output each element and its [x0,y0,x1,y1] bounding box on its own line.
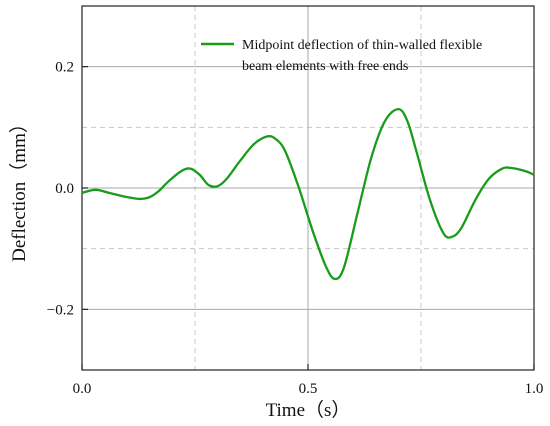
x-tick-label: 0.5 [299,381,318,397]
y-axis-title: Deflection（mm） [8,114,30,262]
series-layer [81,107,535,281]
y-tick-label: 0.2 [55,60,74,76]
y-tick-label: −0.2 [47,302,74,318]
x-axis-ticks: 0.0 0.5 1.0 [73,364,544,397]
x-tick-label: 1.0 [525,381,544,397]
x-tick-label: 0.0 [73,381,92,397]
y-axis-ticks: 0.2 0.0 −0.2 [47,60,88,318]
series-line [81,107,535,281]
legend-label-line-1: Midpoint deflection of thin-walled flexi… [242,38,482,53]
y-tick-label: 0.0 [55,181,74,197]
legend: Midpoint deflection of thin-walled flexi… [201,38,482,74]
major-grid [82,6,534,370]
x-axis-title: Time（s） [266,399,351,421]
legend-label-line-2: beam elements with free ends [242,59,408,74]
